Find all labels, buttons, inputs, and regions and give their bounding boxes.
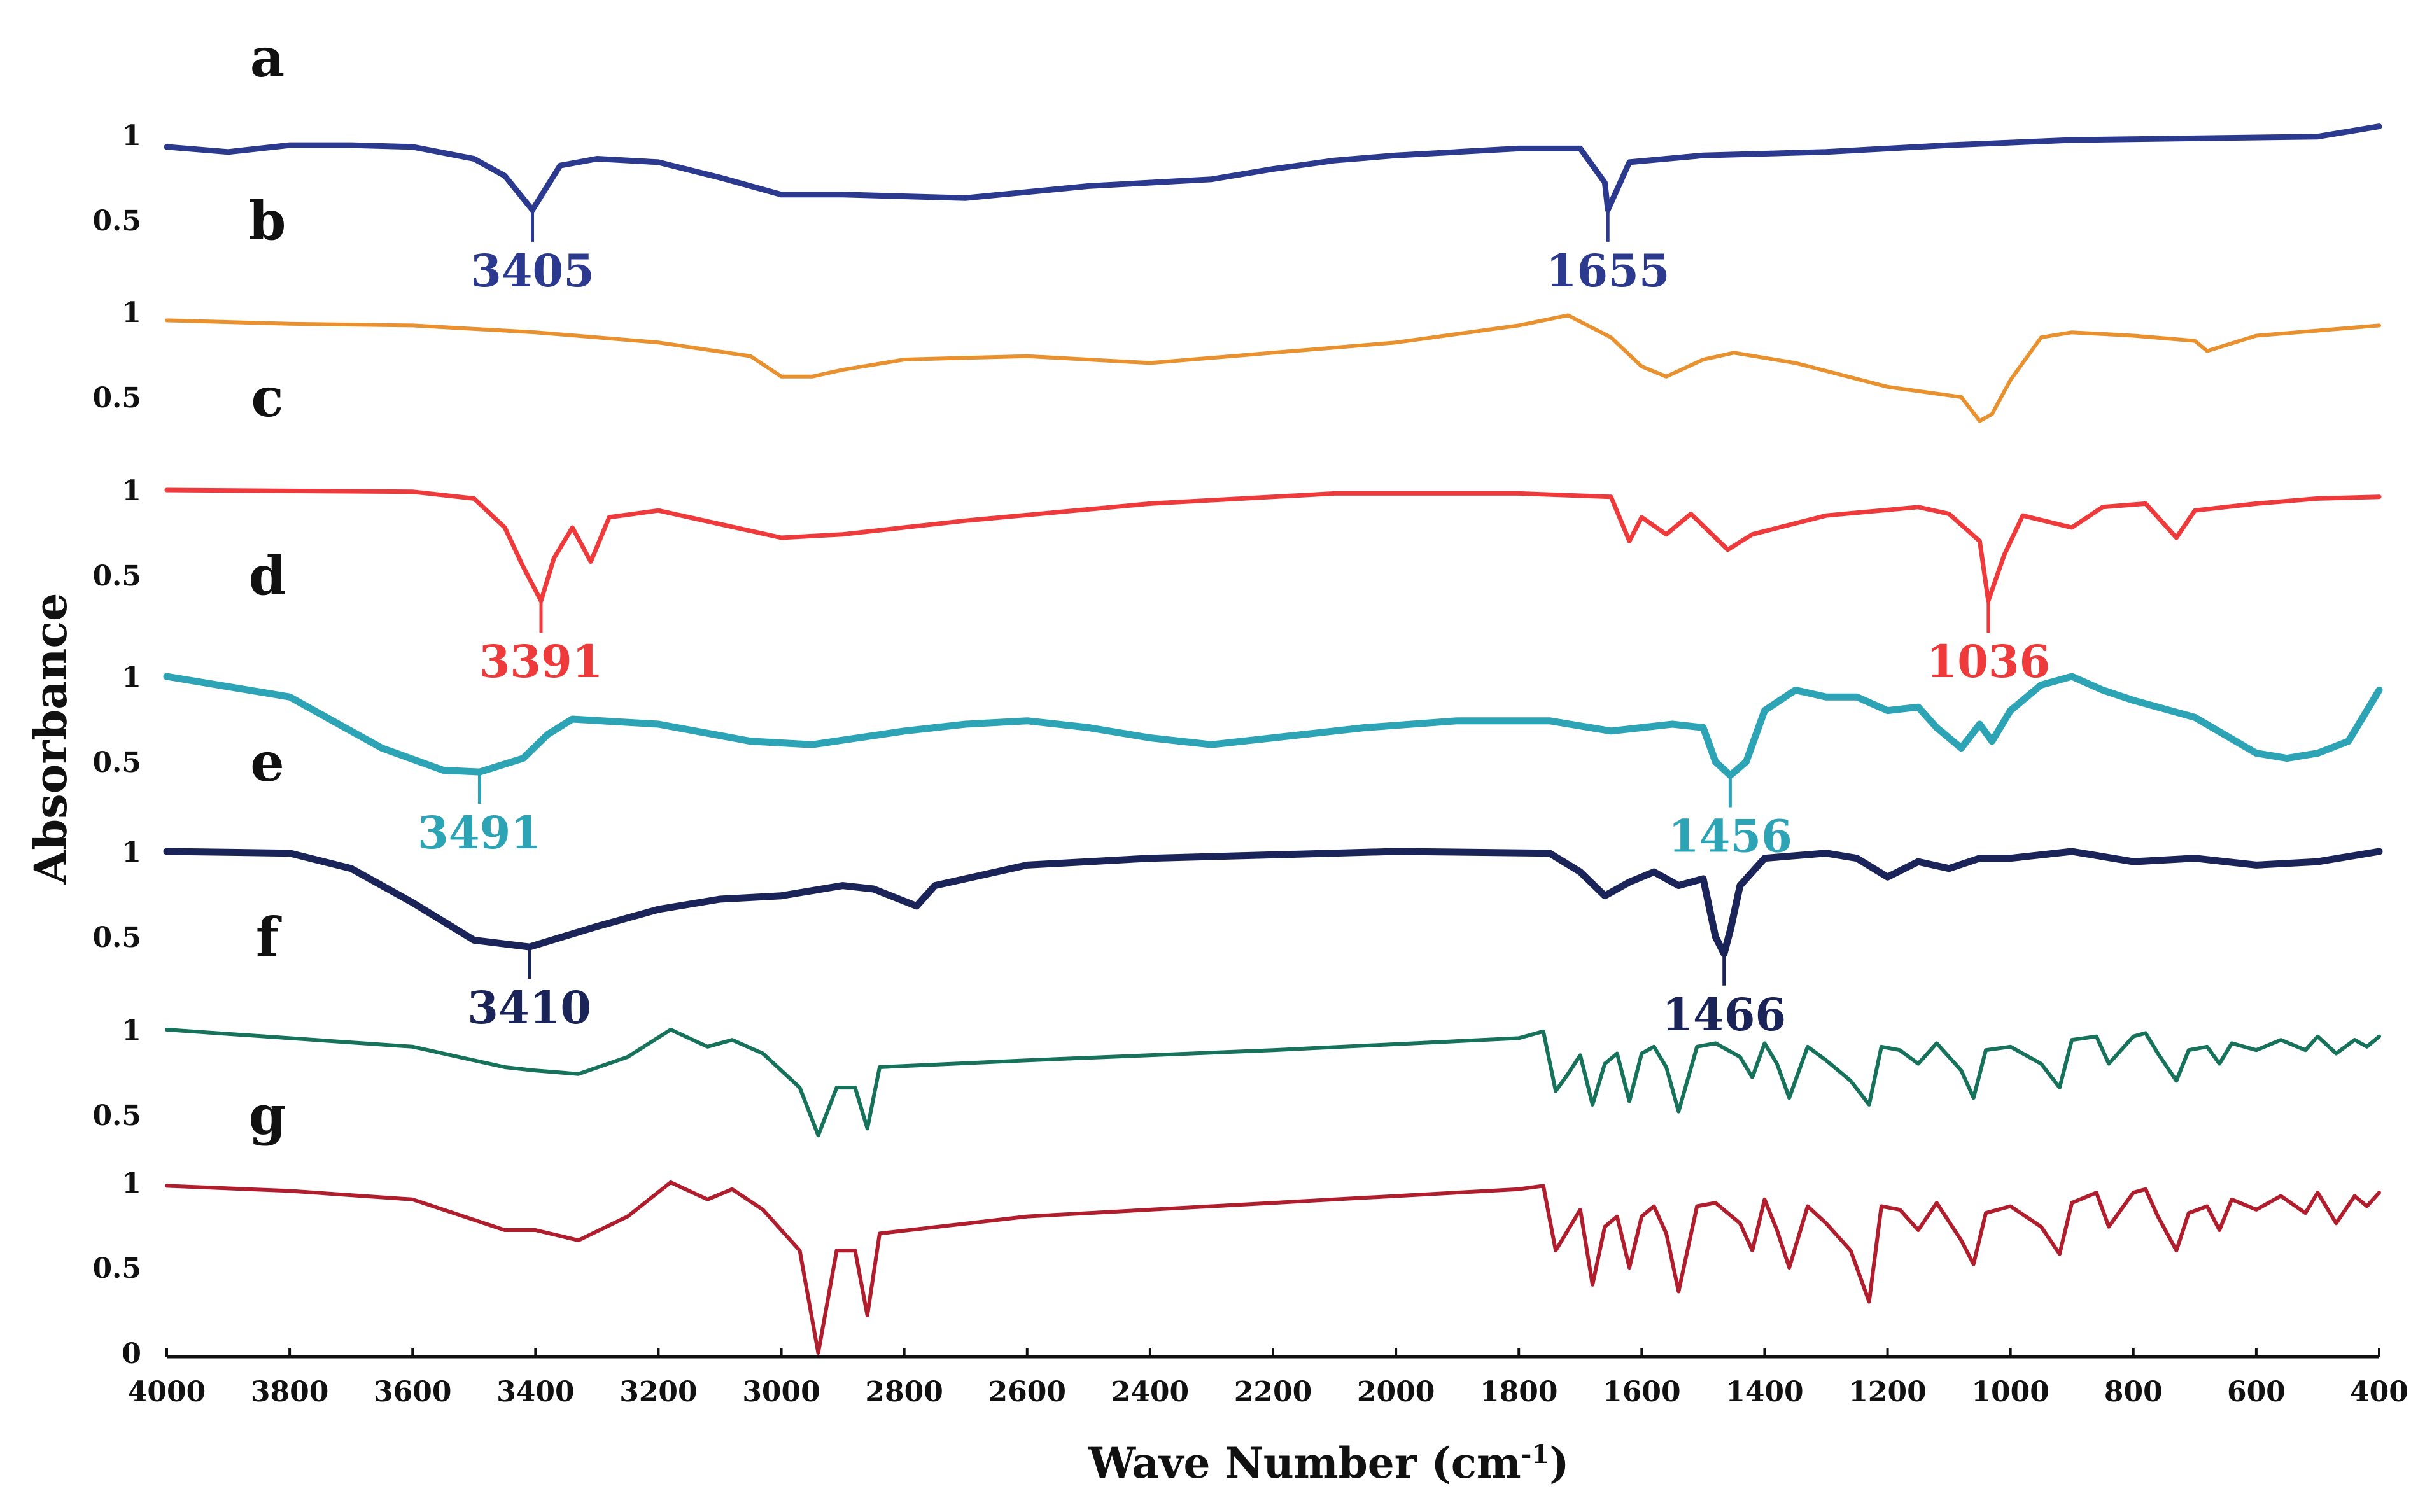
x-tick-label: 3400 — [496, 1376, 574, 1408]
x-tick-label: 800 — [2104, 1376, 2163, 1408]
x-axis-title: Wave Number (cm-1) — [1088, 1438, 1569, 1488]
x-tick-label: 1200 — [1848, 1376, 1926, 1408]
panel-d: d 1 0.5 3491 1456 — [92, 544, 2383, 862]
y-tick-label: 0.5 — [92, 746, 141, 779]
x-tick-label: 1400 — [1726, 1376, 1803, 1408]
peak-label: 1466 — [1662, 988, 1786, 1041]
x-axis: 4000 3800 3600 3400 3200 3000 2800 2600 2400 2200… — [128, 1348, 2408, 1408]
x-tick-label: 4000 — [128, 1376, 206, 1408]
x-tick-label: 2000 — [1357, 1376, 1435, 1408]
panel-c: c 1 0.5 3391 1036 — [92, 366, 2382, 688]
y-tick-label: 1 — [122, 297, 141, 329]
x-axis-title-close: ) — [1549, 1438, 1570, 1488]
peak-label: 3405 — [470, 244, 594, 297]
panel-label-a: a — [250, 26, 285, 89]
panel-b: b 1 0.5 — [92, 189, 2381, 423]
y-tick-label: 1 — [122, 475, 141, 507]
y-tick-label: 1 — [122, 120, 141, 152]
x-axis-title-superscript: -1 — [1521, 1439, 1550, 1469]
x-tick-label: 3200 — [619, 1376, 697, 1408]
panel-label-d: d — [249, 544, 286, 607]
panel-f: f 1 0.5 — [92, 906, 2381, 1138]
spectrum-line-c — [164, 487, 2382, 603]
x-axis-title-text: Wave Number (cm — [1088, 1438, 1521, 1488]
panel-a: a 1 0.5 3405 1655 — [92, 26, 2382, 297]
panel-label-f: f — [256, 906, 282, 969]
x-tick-label: 3000 — [742, 1376, 820, 1408]
spectrum-line-d — [163, 673, 2383, 779]
spectrum-line-g — [165, 1180, 2381, 1355]
x-tick-label: 400 — [2350, 1376, 2408, 1408]
peak-label: 3491 — [418, 806, 542, 859]
peak-label: 3391 — [479, 635, 603, 688]
y-tick-label: 0.5 — [92, 205, 141, 237]
spectrum-line-e — [163, 848, 2383, 958]
peak-label: 1456 — [1668, 809, 1792, 862]
y-tick-label: 0.5 — [92, 382, 141, 414]
panel-label-g: g — [249, 1084, 286, 1147]
x-tick-label: 2400 — [1111, 1376, 1189, 1408]
y-tick-label: 1 — [122, 836, 141, 869]
x-tick-label: 3600 — [374, 1376, 451, 1408]
y-tick-label: 1 — [122, 1014, 141, 1047]
peak-label: 1655 — [1546, 244, 1670, 297]
panel-g: g 1 0.5 0 — [92, 1084, 2381, 1370]
x-tick-label: 2200 — [1234, 1376, 1312, 1408]
x-tick-label: 1000 — [1971, 1376, 2049, 1408]
y-tick-label: 0 — [122, 1338, 141, 1370]
y-tick-label: 0.5 — [92, 1252, 141, 1285]
x-tick-label: 600 — [2227, 1376, 2286, 1408]
x-tick-label: 1600 — [1603, 1376, 1680, 1408]
panel-e: e 1 0.5 3410 1466 — [92, 731, 2383, 1041]
x-tick-label: 1800 — [1480, 1376, 1557, 1408]
x-tick-label: 3800 — [251, 1376, 328, 1408]
y-tick-label: 1 — [122, 1167, 141, 1200]
spectra-panels: a 1 0.5 3405 1655 b 1 0.5 c 1 0.5 3391 1036 d 1 0.5 3491… — [92, 26, 2383, 1370]
x-tick-label: 2600 — [988, 1376, 1066, 1408]
y-tick-label: 1 — [122, 661, 141, 694]
y-axis-title: Absorbance — [24, 592, 77, 885]
panel-label-c: c — [251, 366, 283, 429]
peak-label: 3410 — [467, 981, 591, 1034]
panel-label-e: e — [250, 731, 284, 794]
y-tick-label: 0.5 — [92, 921, 141, 954]
spectrum-line-b — [165, 313, 2381, 423]
spectrum-line-a — [164, 123, 2382, 213]
spectrum-line-f — [165, 1028, 2381, 1138]
peak-label: 1036 — [1926, 635, 2050, 688]
y-tick-label: 0.5 — [92, 1100, 141, 1132]
panel-label-b: b — [249, 189, 286, 252]
y-tick-label: 0.5 — [92, 560, 141, 592]
x-tick-label: 2800 — [865, 1376, 943, 1408]
